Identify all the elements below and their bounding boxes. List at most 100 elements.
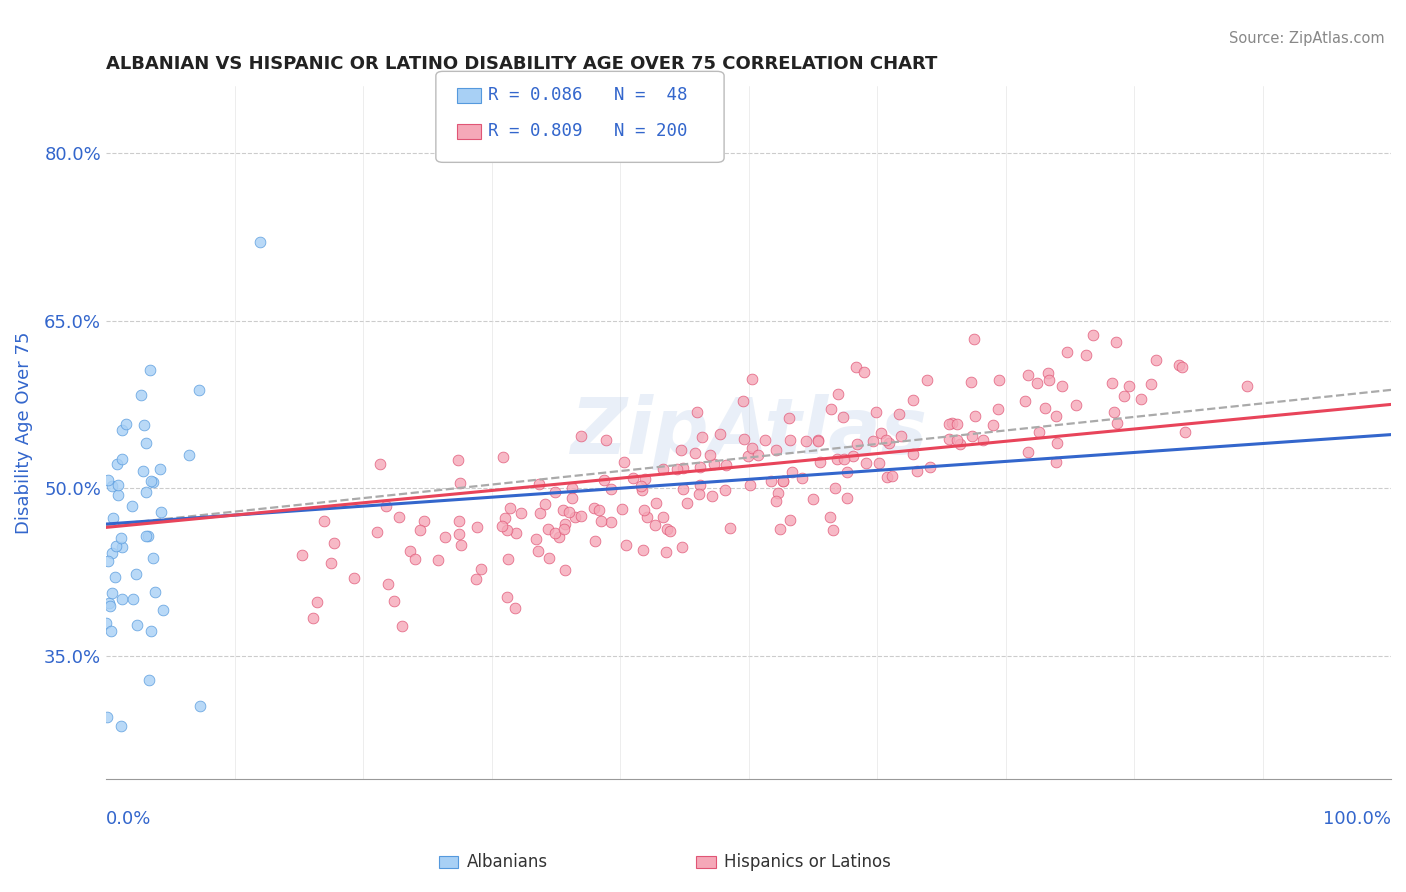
Point xyxy=(688,487,710,501)
Point xyxy=(188,698,211,713)
Point xyxy=(110,719,132,733)
Point xyxy=(1139,377,1161,392)
Point xyxy=(808,454,831,468)
Point xyxy=(613,455,636,469)
Point xyxy=(740,477,762,491)
Point xyxy=(747,448,769,462)
Point xyxy=(96,473,118,487)
Point xyxy=(561,491,583,505)
Point xyxy=(754,434,776,448)
Point xyxy=(865,405,887,419)
Point xyxy=(918,460,941,475)
Point xyxy=(152,603,174,617)
Point xyxy=(1014,393,1036,408)
Point xyxy=(631,483,654,497)
Point xyxy=(505,526,527,541)
Point xyxy=(111,591,134,606)
Point xyxy=(105,539,128,553)
Point xyxy=(111,540,134,554)
Point xyxy=(1174,425,1197,439)
Point xyxy=(1038,373,1060,387)
Point xyxy=(589,514,612,528)
Point xyxy=(827,452,849,467)
Point xyxy=(314,514,336,528)
Point xyxy=(1074,348,1097,362)
Point xyxy=(510,506,533,520)
Point xyxy=(915,373,938,387)
Point xyxy=(630,479,652,493)
Point xyxy=(554,517,576,532)
Point xyxy=(132,417,155,432)
Point xyxy=(97,596,120,610)
Point xyxy=(107,488,129,502)
Point xyxy=(890,429,912,443)
Point xyxy=(101,511,124,525)
Point xyxy=(409,523,432,537)
Point xyxy=(343,571,366,585)
Point xyxy=(672,482,695,496)
Point xyxy=(963,409,986,423)
Point xyxy=(537,551,560,566)
Point xyxy=(949,436,972,450)
Point xyxy=(960,429,983,443)
Point xyxy=(769,522,792,536)
Point xyxy=(121,499,143,513)
Text: ZipAtlas: ZipAtlas xyxy=(569,394,927,470)
Point xyxy=(889,407,911,421)
Point xyxy=(987,402,1010,417)
Point xyxy=(1056,345,1078,359)
Point xyxy=(631,543,654,558)
Point xyxy=(368,457,391,471)
Point xyxy=(107,478,129,492)
Point xyxy=(772,475,794,489)
Point xyxy=(321,556,343,570)
Point xyxy=(127,617,149,632)
Point xyxy=(582,500,605,515)
Point xyxy=(105,457,128,471)
Point xyxy=(1144,352,1167,367)
Point xyxy=(733,393,755,408)
Point xyxy=(1102,404,1125,418)
Point xyxy=(835,491,858,505)
Point xyxy=(115,417,138,432)
Point xyxy=(879,436,901,450)
Point xyxy=(1236,379,1258,393)
Point xyxy=(1033,401,1056,416)
Point xyxy=(718,521,741,535)
Point xyxy=(1036,366,1059,380)
Point xyxy=(534,497,557,511)
Point xyxy=(187,384,209,398)
Point xyxy=(449,514,471,528)
Point xyxy=(544,526,567,541)
Point xyxy=(686,405,709,419)
Point xyxy=(1026,376,1049,390)
Point xyxy=(875,434,897,448)
Point xyxy=(794,434,817,448)
Point xyxy=(1017,444,1039,458)
Point xyxy=(938,432,960,446)
Point xyxy=(529,477,551,491)
Point xyxy=(1105,335,1128,350)
Point xyxy=(426,552,449,566)
Y-axis label: Disability Age Over 75: Disability Age Over 75 xyxy=(15,331,32,533)
Point xyxy=(1064,399,1087,413)
Point xyxy=(595,433,617,447)
Point xyxy=(709,426,731,441)
Point xyxy=(689,460,711,475)
Point xyxy=(657,522,679,536)
Point xyxy=(529,506,551,520)
Point xyxy=(569,508,592,523)
Point xyxy=(1046,436,1069,450)
Point xyxy=(870,425,893,440)
Point xyxy=(655,545,678,559)
Point xyxy=(676,496,699,510)
Text: 100.0%: 100.0% xyxy=(1323,810,1391,829)
Text: Hispanics or Latinos: Hispanics or Latinos xyxy=(724,853,891,871)
Point xyxy=(600,515,623,529)
Point xyxy=(779,513,801,527)
Point xyxy=(741,441,763,455)
Point xyxy=(491,519,513,533)
Point xyxy=(1112,389,1135,403)
Point xyxy=(1118,379,1140,393)
Point xyxy=(938,417,960,431)
